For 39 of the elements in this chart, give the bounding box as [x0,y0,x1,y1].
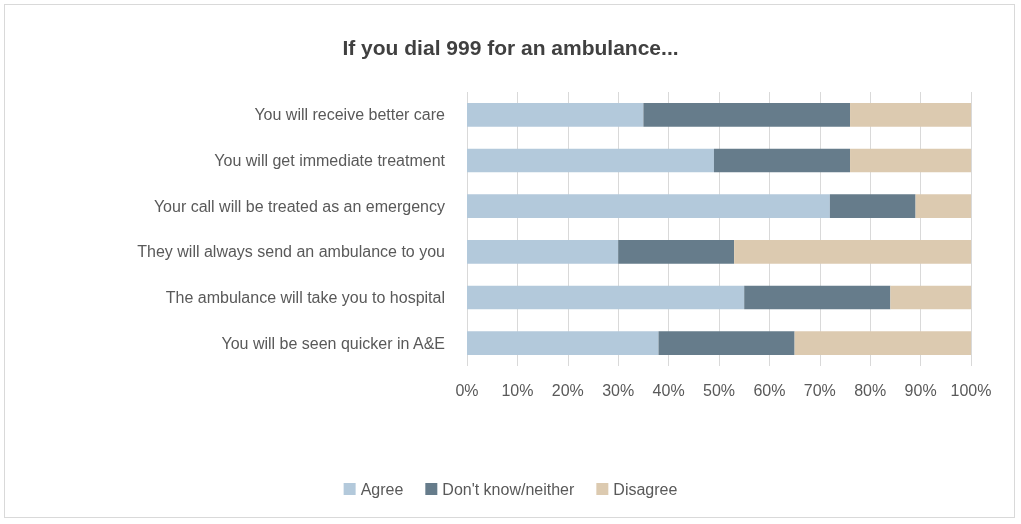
legend-label: Disagree [613,480,678,498]
x-tick-label: 20% [551,381,584,399]
bar [744,285,891,310]
bar [850,102,971,127]
bar [734,239,971,264]
y-tick-label: Your call will be treated as an emergency [153,197,445,215]
bar [467,102,644,127]
bar [915,194,971,219]
x-tick-label: 40% [652,381,685,399]
y-tick-label: You will be seen quicker in A&E [221,334,445,352]
bar [643,102,851,127]
x-tick-label: 80% [854,381,887,399]
bar [467,148,714,173]
y-tick-label: They will always send an ambulance to you [137,243,445,261]
bar [467,239,619,264]
bar [850,148,971,173]
legend-label: Don't know/neither [442,480,576,498]
chart-title: If you dial 999 for an ambulance... [342,36,679,59]
bar [794,331,971,356]
x-tick-label: 60% [753,381,786,399]
x-tick-label: 10% [501,381,534,399]
x-tick-label: 50% [702,381,736,399]
x-tick-label: 100% [950,381,992,399]
y-tick-label: You will receive better care [254,106,446,124]
bar [890,285,971,310]
bar [467,285,745,310]
bar [467,331,659,356]
y-tick-label: You will get immediate treatment [214,152,446,169]
bar [713,148,851,173]
y-tick-label: The ambulance will take you to hospital [165,289,445,306]
x-tick-label: 0% [455,381,479,399]
bar [467,194,830,219]
x-tick-label: 90% [904,381,937,399]
x-tick-label: 70% [803,381,836,399]
bar [618,239,735,264]
bar [829,194,916,219]
bar [658,331,795,356]
x-tick-label: 30% [602,381,635,399]
legend-label: Agree [360,480,404,498]
